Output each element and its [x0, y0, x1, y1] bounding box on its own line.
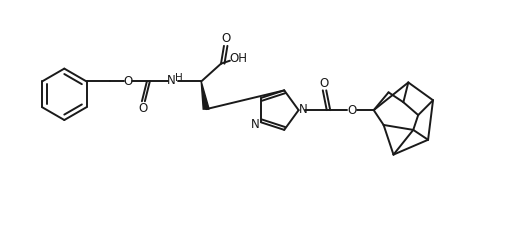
Text: O: O	[124, 75, 133, 88]
Text: O: O	[221, 32, 230, 45]
Text: OH: OH	[230, 52, 248, 65]
Text: N: N	[251, 118, 259, 131]
Text: O: O	[320, 77, 329, 90]
Text: H: H	[175, 73, 183, 83]
Text: N: N	[167, 74, 176, 87]
Text: O: O	[138, 102, 147, 115]
Text: O: O	[347, 104, 357, 117]
Text: N: N	[299, 103, 308, 116]
Polygon shape	[201, 82, 209, 109]
